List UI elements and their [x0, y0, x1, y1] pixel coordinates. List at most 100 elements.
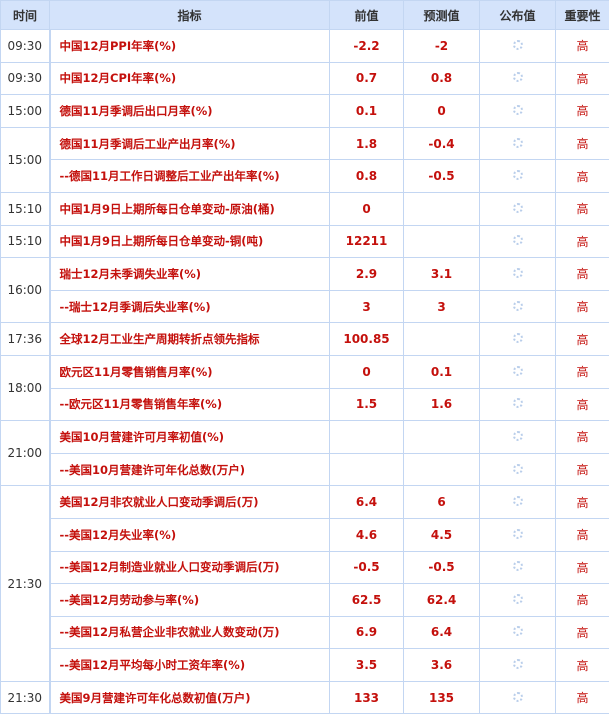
previous-value: 1.8	[330, 127, 404, 160]
forecast-value: 3.6	[404, 649, 480, 682]
forecast-value: 1.6	[404, 388, 480, 421]
forecast-value: 0.1	[404, 355, 480, 388]
time-cell: 15:10	[1, 192, 50, 225]
header-actual: 公布值	[480, 1, 556, 30]
forecast-value: 4.5	[404, 518, 480, 551]
forecast-value: 3	[404, 290, 480, 323]
loading-spinner-icon	[513, 170, 523, 180]
indicator-name[interactable]: --美国12月平均每小时工资年率(%)	[50, 649, 330, 682]
actual-value	[480, 30, 556, 63]
importance: 高	[556, 127, 609, 160]
forecast-value: -0.5	[404, 551, 480, 584]
loading-spinner-icon	[513, 398, 523, 408]
indicator-name[interactable]: --德国11月工作日调整后工业产出年率(%)	[50, 160, 330, 193]
indicator-name[interactable]: 全球12月工业生产周期转折点领先指标	[50, 323, 330, 356]
forecast-value: 0	[404, 95, 480, 128]
loading-spinner-icon	[513, 138, 523, 148]
importance: 高	[556, 616, 609, 649]
time-cell: 21:30	[1, 486, 50, 682]
actual-value	[480, 518, 556, 551]
actual-value	[480, 62, 556, 95]
loading-spinner-icon	[513, 366, 523, 376]
indicator-name[interactable]: --瑞士12月季调后失业率(%)	[50, 290, 330, 323]
loading-spinner-icon	[513, 594, 523, 604]
indicator-name[interactable]: --美国12月劳动参与率(%)	[50, 584, 330, 617]
previous-value: 133	[330, 681, 404, 714]
time-cell: 15:00	[1, 127, 50, 192]
importance: 高	[556, 225, 609, 258]
indicator-name[interactable]: 瑞士12月未季调失业率(%)	[50, 258, 330, 291]
indicator-name[interactable]: 中国12月PPI年率(%)	[50, 30, 330, 63]
indicator-name[interactable]: 美国9月营建许可年化总数初值(万户)	[50, 681, 330, 714]
forecast-value	[404, 192, 480, 225]
importance: 高	[556, 62, 609, 95]
previous-value: 2.9	[330, 258, 404, 291]
indicator-name[interactable]: 中国12月CPI年率(%)	[50, 62, 330, 95]
previous-value: 0.8	[330, 160, 404, 193]
time-cell: 09:30	[1, 30, 50, 63]
loading-spinner-icon	[513, 235, 523, 245]
indicator-name[interactable]: 中国1月9日上期所每日仓单变动-铜(吨)	[50, 225, 330, 258]
header-time: 时间	[1, 1, 50, 30]
previous-value: -0.5	[330, 551, 404, 584]
actual-value	[480, 453, 556, 486]
importance: 高	[556, 355, 609, 388]
indicator-name[interactable]: --美国12月私营企业非农就业人数变动(万)	[50, 616, 330, 649]
importance: 高	[556, 421, 609, 454]
header-row: 时间 指标 前值 预测值 公布值 重要性	[1, 1, 609, 30]
indicator-name[interactable]: --美国12月失业率(%)	[50, 518, 330, 551]
previous-value	[330, 421, 404, 454]
importance: 高	[556, 518, 609, 551]
time-cell: 21:30	[1, 681, 50, 714]
previous-value: 0.7	[330, 62, 404, 95]
loading-spinner-icon	[513, 464, 523, 474]
importance: 高	[556, 160, 609, 193]
previous-value: 3	[330, 290, 404, 323]
indicator-name[interactable]: --美国10月营建许可年化总数(万户)	[50, 453, 330, 486]
table-row: --美国10月营建许可年化总数(万户) 高	[1, 453, 609, 486]
importance: 高	[556, 551, 609, 584]
previous-value: 100.85	[330, 323, 404, 356]
indicator-name[interactable]: 中国1月9日上期所每日仓单变动-原油(桶)	[50, 192, 330, 225]
header-forecast: 预测值	[404, 1, 480, 30]
loading-spinner-icon	[513, 72, 523, 82]
header-importance: 重要性	[556, 1, 609, 30]
loading-spinner-icon	[513, 268, 523, 278]
loading-spinner-icon	[513, 203, 523, 213]
indicator-name[interactable]: 美国12月非农就业人口变动季调后(万)	[50, 486, 330, 519]
indicator-name[interactable]: 美国10月营建许可月率初值(%)	[50, 421, 330, 454]
actual-value	[480, 421, 556, 454]
forecast-value: 6	[404, 486, 480, 519]
indicator-name[interactable]: 德国11月季调后工业产出月率(%)	[50, 127, 330, 160]
actual-value	[480, 486, 556, 519]
forecast-value	[404, 323, 480, 356]
forecast-value: -2	[404, 30, 480, 63]
previous-value: 0	[330, 192, 404, 225]
loading-spinner-icon	[513, 40, 523, 50]
actual-value	[480, 681, 556, 714]
indicator-name[interactable]: 欧元区11月零售销售月率(%)	[50, 355, 330, 388]
forecast-value	[404, 421, 480, 454]
indicator-name[interactable]: 德国11月季调后出口月率(%)	[50, 95, 330, 128]
importance: 高	[556, 453, 609, 486]
indicator-name[interactable]: --欧元区11月零售销售年率(%)	[50, 388, 330, 421]
forecast-value	[404, 225, 480, 258]
actual-value	[480, 551, 556, 584]
loading-spinner-icon	[513, 333, 523, 343]
loading-spinner-icon	[513, 529, 523, 539]
forecast-value	[404, 453, 480, 486]
previous-value: 0	[330, 355, 404, 388]
time-cell: 09:30	[1, 62, 50, 95]
previous-value: 4.6	[330, 518, 404, 551]
indicator-name[interactable]: --美国12月制造业就业人口变动季调后(万)	[50, 551, 330, 584]
forecast-value: 6.4	[404, 616, 480, 649]
